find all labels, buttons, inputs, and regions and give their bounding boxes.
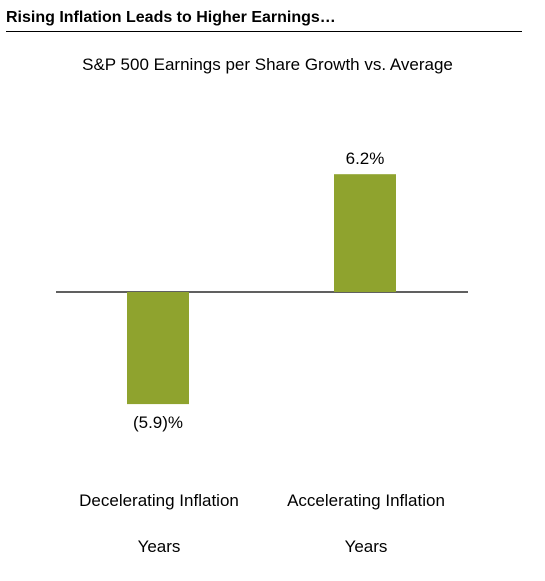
- category-label-line: Years: [344, 537, 388, 556]
- category-label-line: Decelerating Inflation: [79, 491, 239, 510]
- bar-accelerating: [334, 174, 396, 292]
- category-label-accelerating: Accelerating Inflation Years: [266, 466, 466, 581]
- data-label-decelerating: (5.9)%: [133, 413, 183, 432]
- category-label-line: Years: [137, 537, 181, 556]
- header-title: Rising Inflation Leads to Higher Earning…: [6, 9, 336, 26]
- bar-decelerating: [127, 292, 189, 405]
- category-label-decelerating: Decelerating Inflation Years: [59, 466, 259, 581]
- category-label-line: Accelerating Inflation: [287, 491, 445, 510]
- header-bar: Rising Inflation Leads to Higher Earning…: [6, 8, 522, 32]
- bar-chart: (5.9)% 6.2%: [56, 149, 468, 432]
- data-label-accelerating: 6.2%: [346, 149, 385, 168]
- chart-title: S&P 500 Earnings per Share Growth vs. Av…: [82, 55, 453, 74]
